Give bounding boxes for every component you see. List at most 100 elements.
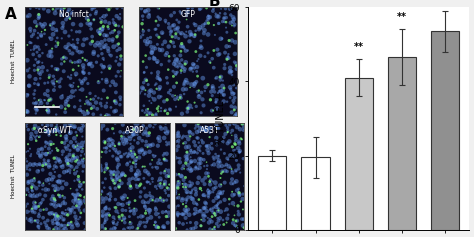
Point <box>44 108 52 112</box>
Point <box>145 8 152 12</box>
Point <box>105 114 113 118</box>
Point <box>230 24 238 28</box>
Point <box>165 169 173 173</box>
Point <box>163 198 171 202</box>
Point <box>219 88 227 92</box>
Point <box>109 215 117 219</box>
Point <box>140 176 147 180</box>
Point <box>49 184 57 188</box>
Point <box>28 188 36 192</box>
Point <box>166 33 174 36</box>
Point <box>80 66 87 70</box>
Point <box>174 26 182 30</box>
Point <box>174 130 182 134</box>
Point <box>68 28 75 32</box>
Point <box>113 14 120 18</box>
Point <box>224 131 231 134</box>
Point <box>187 184 194 188</box>
Point <box>38 23 46 27</box>
Point <box>60 69 67 73</box>
Point <box>238 122 246 126</box>
Point <box>193 202 201 205</box>
Point <box>54 149 62 152</box>
Point <box>56 160 64 164</box>
Point <box>175 173 182 177</box>
Point <box>235 213 243 216</box>
Point <box>212 205 220 209</box>
Point <box>153 212 160 216</box>
Point <box>92 101 100 105</box>
Point <box>31 68 38 72</box>
Point <box>115 184 123 187</box>
Point <box>220 100 228 103</box>
Point <box>129 161 137 164</box>
Point <box>104 46 112 50</box>
Point <box>74 85 82 89</box>
Point <box>66 122 73 126</box>
Point <box>232 136 240 140</box>
Point <box>146 57 153 60</box>
Point <box>198 46 205 50</box>
Point <box>131 122 138 126</box>
Point <box>65 207 73 211</box>
Point <box>224 54 232 58</box>
Point <box>91 94 99 98</box>
Point <box>239 128 247 132</box>
Point <box>134 126 142 130</box>
Point <box>110 171 118 174</box>
Point <box>210 66 218 69</box>
Point <box>187 169 194 173</box>
Point <box>44 89 52 93</box>
Point <box>237 200 245 203</box>
Point <box>29 53 37 56</box>
Point <box>228 190 236 194</box>
Point <box>182 49 190 53</box>
Point <box>222 26 230 29</box>
Point <box>72 197 80 201</box>
Point <box>144 217 152 221</box>
Point <box>204 83 212 87</box>
Point <box>206 190 214 194</box>
Point <box>152 165 159 169</box>
Point <box>203 167 211 171</box>
Point <box>152 82 160 86</box>
Point <box>78 50 86 54</box>
Point <box>39 65 46 69</box>
Point <box>34 31 42 35</box>
Point <box>200 104 207 107</box>
Point <box>93 107 101 111</box>
Point <box>197 161 204 165</box>
Point <box>215 195 223 199</box>
Point <box>58 57 65 61</box>
Point <box>67 95 75 99</box>
Point <box>51 164 59 168</box>
Point <box>70 44 77 47</box>
Point <box>90 52 97 56</box>
Point <box>63 159 71 163</box>
Point <box>69 154 77 158</box>
Point <box>82 95 90 99</box>
Point <box>171 173 179 177</box>
Point <box>234 204 242 208</box>
Point <box>173 97 181 100</box>
Point <box>197 224 205 228</box>
Point <box>182 30 190 34</box>
Point <box>136 6 143 10</box>
Point <box>49 7 57 11</box>
Point <box>142 201 149 205</box>
Point <box>87 102 94 106</box>
Point <box>224 158 232 162</box>
Point <box>27 217 35 221</box>
Point <box>44 109 52 112</box>
Point <box>102 78 110 82</box>
Point <box>165 26 173 30</box>
Point <box>117 74 124 78</box>
Point <box>22 150 30 154</box>
Point <box>79 169 87 173</box>
Point <box>202 144 210 148</box>
Point <box>23 109 30 113</box>
Point <box>196 149 204 153</box>
Point <box>34 45 42 49</box>
Point <box>202 214 210 218</box>
Point <box>231 180 238 184</box>
